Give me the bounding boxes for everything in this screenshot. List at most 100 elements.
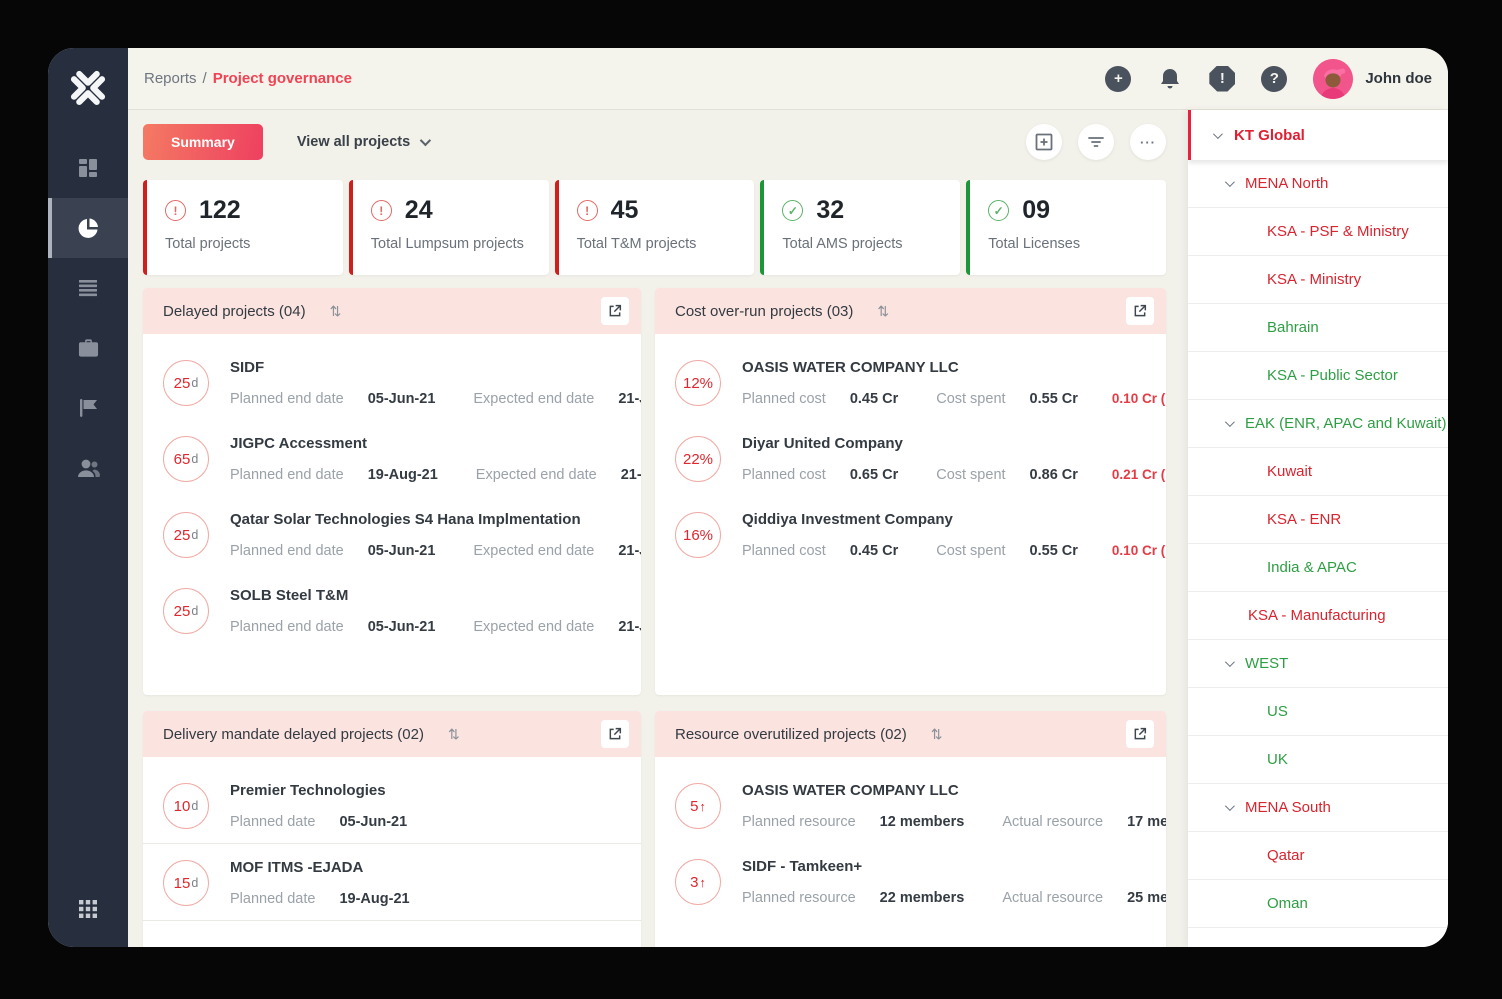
tree-item-kt-global[interactable]: KT Global — [1188, 110, 1448, 160]
open-external-button[interactable] — [1126, 297, 1154, 325]
tree-item-west[interactable]: WEST — [1188, 640, 1448, 688]
pie-chart-icon — [78, 218, 98, 238]
tree-item-mena-south[interactable]: MENA South — [1188, 784, 1448, 832]
sidebar-item-reports[interactable] — [48, 198, 128, 258]
tree-item-eak[interactable]: EAK (ENR, APAC and Kuwait) — [1188, 400, 1448, 448]
more-options-button[interactable]: ··· — [1130, 124, 1166, 160]
delay-badge: 15 d — [163, 860, 209, 906]
dashboard-icon — [79, 159, 97, 177]
stat-value: 45 — [610, 196, 639, 224]
tree-item-ksa-enr[interactable]: KSA - ENR — [1188, 496, 1448, 544]
field-label: Planned resource — [742, 814, 856, 830]
panel-title: Delayed projects (04) — [163, 302, 306, 320]
summary-button[interactable]: Summary — [143, 124, 263, 160]
notifications-bell-icon[interactable] — [1157, 66, 1183, 92]
delay-badge: 25 d — [163, 360, 209, 406]
project-row[interactable]: 25 d Qatar Solar Technologies S4 Hana Imp… — [143, 496, 641, 572]
field-label: Expected end date — [473, 543, 595, 559]
user-menu[interactable]: John doe — [1313, 58, 1432, 99]
stat-card-lumpsum-projects[interactable]: ! 24 Total Lumpsum projects — [348, 180, 549, 275]
project-row[interactable]: 5 ↑ OASIS WATER COMPANY LLC Planned resou… — [655, 767, 1166, 843]
field-value: 25 members — [1127, 890, 1166, 906]
field-value: 0.55 Cr — [1029, 391, 1078, 407]
tree-item-ksa-psf-ministry[interactable]: KSA - PSF & Ministry — [1188, 208, 1448, 256]
tree-item-label: Kuwait — [1267, 463, 1313, 480]
field-label: Planned resource — [742, 890, 856, 906]
chevron-down-icon — [419, 134, 432, 147]
tree-item-label: KSA - ENR — [1267, 511, 1342, 528]
breadcrumb-section[interactable]: Reports — [144, 70, 197, 87]
field-label: Expected end date — [473, 391, 595, 407]
project-title: SIDF - Tamkeen+ — [742, 858, 863, 875]
project-row[interactable]: 25 d SOLB Steel T&M Planned end date 05-J… — [143, 572, 641, 648]
project-row[interactable]: 25 d SIDF Planned end date 05-Jun-21 Expe… — [143, 344, 641, 420]
add-widget-button[interactable] — [1026, 124, 1062, 160]
field-value: 05-Jun-21 — [367, 543, 436, 559]
project-title: OASIS WATER COMPANY LLC — [742, 359, 959, 376]
open-external-button[interactable] — [601, 720, 629, 748]
tree-item-label: KT Global — [1234, 126, 1305, 144]
field-label: Planned end date — [230, 391, 344, 407]
toolbar: Summary View all projects — [143, 124, 1166, 160]
project-row[interactable]: 65 d JIGPC Accessment Planned end date 19… — [143, 420, 641, 496]
sidebar-item-list[interactable] — [48, 258, 128, 318]
tree-item-oman[interactable]: Oman — [1188, 880, 1448, 928]
tree-item-qatar[interactable]: Qatar — [1188, 832, 1448, 880]
stat-card-licenses[interactable]: ✓ 09 Total Licenses — [966, 180, 1166, 275]
org-tree-panel: KT Global MENA North KSA - PSF & Ministr… — [1188, 110, 1448, 947]
field-label: Planned cost — [742, 391, 826, 407]
help-icon[interactable]: ? — [1261, 65, 1288, 92]
panel-delivery-mandate-delayed: Delivery mandate delayed projects (02) ⇅ — [143, 711, 641, 947]
chevron-down-icon — [1224, 177, 1235, 188]
filter-icon — [1088, 137, 1104, 147]
app-window: Reports / Project governance + ! ? — [48, 48, 1448, 947]
project-row[interactable]: 16% Qiddiya Investment Company Planned c… — [655, 496, 1166, 572]
view-all-projects-dropdown[interactable]: View all projects — [297, 134, 432, 150]
field-value: 21-Jun-21 — [618, 391, 641, 407]
field-value: 0.45 Cr — [849, 391, 899, 407]
filter-button[interactable] — [1078, 124, 1114, 160]
project-row[interactable]: 15 d MOF ITMS -EJADA Planned date 19-Aug-… — [143, 844, 641, 921]
external-link-icon — [1134, 304, 1147, 317]
stat-card-total-projects[interactable]: ! 122 Total projects — [143, 180, 343, 275]
project-row[interactable]: 10 d Premier Technologies Planned date 05… — [143, 767, 641, 844]
sort-icon[interactable]: ⇅ — [877, 302, 890, 319]
tree-item-ksa-manufacturing[interactable]: KSA - Manufacturing — [1188, 592, 1448, 640]
open-external-button[interactable] — [601, 297, 629, 325]
tree-item-us[interactable]: US — [1188, 688, 1448, 736]
warning-circle-icon: ! — [576, 200, 598, 221]
stat-cards-row: ! 122 Total projects ! 24 Total Lumpsum … — [143, 180, 1166, 275]
add-icon[interactable]: + — [1105, 65, 1132, 92]
stat-card-tm-projects[interactable]: ! 45 Total T&M projects — [554, 180, 755, 275]
breadcrumb: Reports / Project governance — [144, 70, 352, 87]
project-row[interactable]: 12% OASIS WATER COMPANY LLC Planned cost… — [655, 344, 1166, 420]
tree-item-uk[interactable]: UK — [1188, 736, 1448, 784]
project-title: Premier Technologies — [230, 782, 386, 799]
project-title: Qiddiya Investment Company — [742, 511, 953, 528]
sidebar-item-users[interactable] — [48, 438, 128, 498]
project-row[interactable]: 3 ↑ SIDF - Tamkeen+ Planned resource 22 m… — [655, 843, 1166, 919]
sort-icon[interactable]: ⇅ — [930, 725, 943, 742]
tree-item-label: WEST — [1245, 655, 1289, 672]
field-label: Planned date — [230, 891, 316, 907]
question-glyph: ? — [1269, 70, 1279, 87]
tree-item-label: KSA - Public Sector — [1267, 367, 1398, 384]
sidebar-item-flags[interactable] — [48, 378, 128, 438]
sort-icon[interactable]: ⇅ — [329, 302, 342, 319]
tree-item-bahrain[interactable]: Bahrain — [1188, 304, 1448, 352]
excess-value: 0.21 Cr (Excesss) — [1111, 467, 1166, 482]
project-row[interactable]: 22% Diyar United Company Planned cost 0.… — [655, 420, 1166, 496]
alert-badge-icon[interactable]: ! — [1209, 65, 1236, 92]
tree-item-kuwait[interactable]: Kuwait — [1188, 448, 1448, 496]
tree-item-india-apac[interactable]: India & APAC — [1188, 544, 1448, 592]
sort-icon[interactable]: ⇅ — [447, 725, 460, 742]
sidebar-item-apps[interactable] — [48, 885, 128, 933]
open-external-button[interactable] — [1126, 720, 1154, 748]
sidebar-item-dashboard[interactable] — [48, 138, 128, 198]
tree-item-ksa-public-sector[interactable]: KSA - Public Sector — [1188, 352, 1448, 400]
stat-card-ams-projects[interactable]: ✓ 32 Total AMS projects — [760, 180, 961, 275]
tree-item-ksa-ministry[interactable]: KSA - Ministry — [1188, 256, 1448, 304]
project-title: MOF ITMS -EJADA — [230, 859, 364, 876]
sidebar-item-projects[interactable] — [48, 318, 128, 378]
tree-item-mena-north[interactable]: MENA North — [1188, 160, 1448, 208]
